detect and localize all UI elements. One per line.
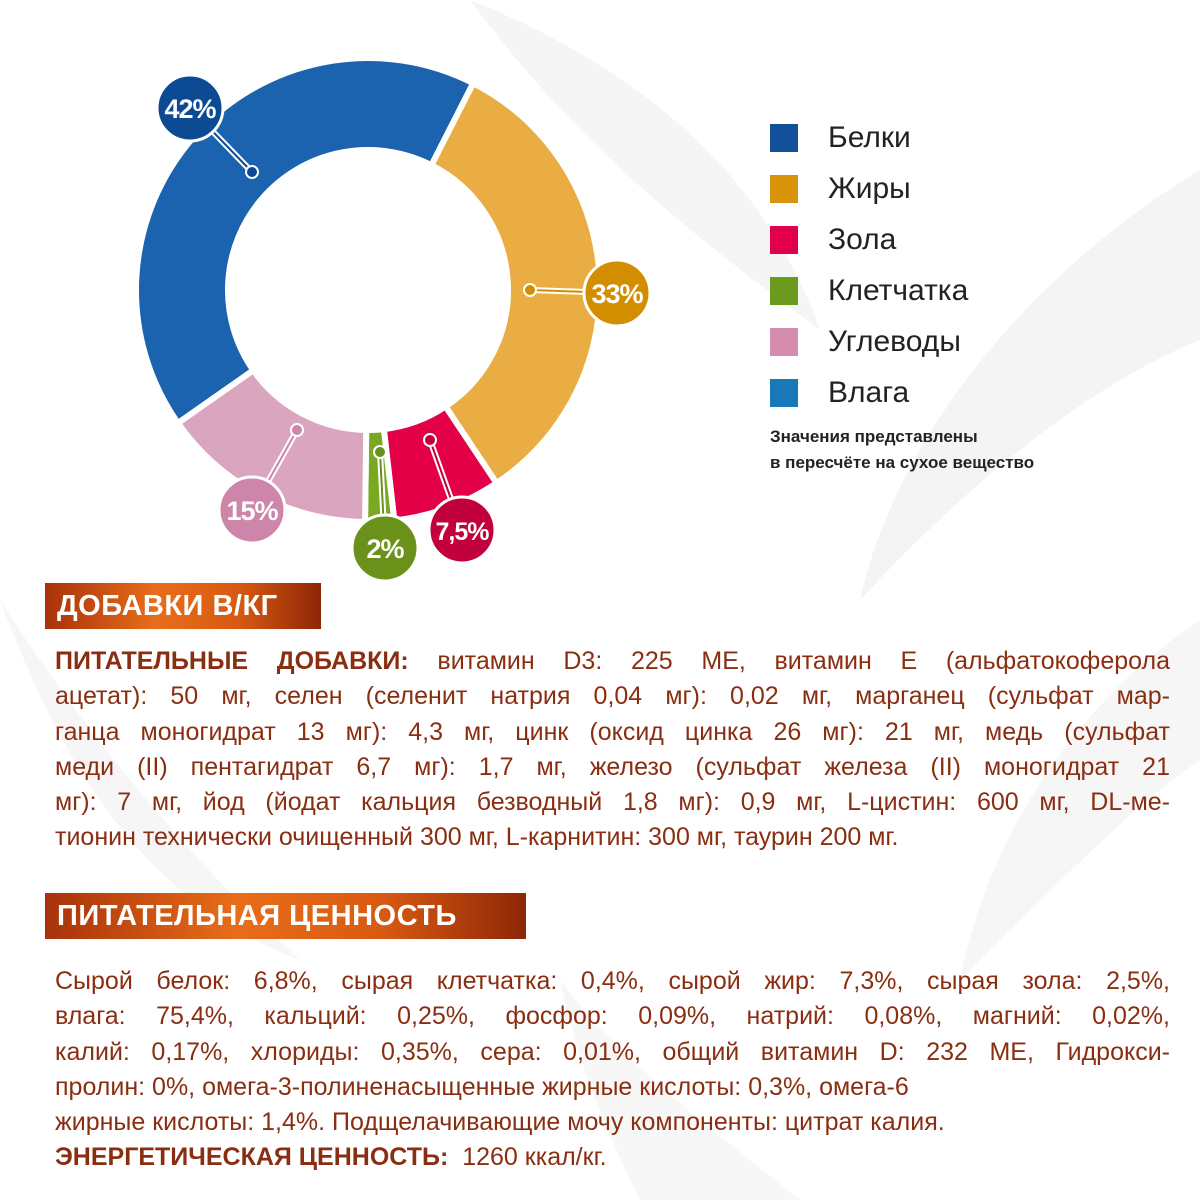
legend-label: Влага xyxy=(828,375,910,409)
legend-label: Углеводы xyxy=(828,324,961,358)
value-label: 15% xyxy=(226,496,278,526)
value-label: 33% xyxy=(591,279,643,309)
energy-line: ЭНЕРГЕТИЧЕСКАЯ ЦЕННОСТЬ: 1260 ккал/кг. xyxy=(55,1140,1170,1175)
line-text: Сырой белок: 6,8%, сырая клетчатка: 0,4%… xyxy=(55,967,1170,995)
text-line: пролин: 0%, омега-3-полиненасыщенные жир… xyxy=(55,1070,1170,1105)
legend-swatch xyxy=(770,225,798,254)
legend-swatch xyxy=(770,378,798,407)
nutrition-header: ПИТАТЕЛЬНАЯ ЦЕННОСТЬ xyxy=(45,893,526,939)
line-text: пролин: 0%, омега-3-полиненасыщенные жир… xyxy=(55,1072,909,1101)
text-line: ПИТАТЕЛЬНЫЕ ДОБАВКИ: витамин D3: 225 МЕ,… xyxy=(55,644,1170,679)
callout-dot xyxy=(245,165,259,179)
legend-label: Жиры xyxy=(828,171,911,205)
line-text: ганца моногидрат 13 мг): 4,3 мг, цинк (о… xyxy=(55,717,1170,746)
value-badge xyxy=(350,513,420,583)
legend-label: Клетчатка xyxy=(828,273,969,307)
line-text: тионин технически очищенный 300 мг, L-ка… xyxy=(55,823,899,852)
value-label: 7,5% xyxy=(436,518,490,546)
value-badge xyxy=(582,258,652,328)
line-text: влага: 75,4%, кальций: 0,25%, фосфор: 0,… xyxy=(55,1002,1170,1031)
donut-chart: 42% 33% 7,5% 2% 15% xyxy=(133,55,652,583)
legend-swatch xyxy=(770,327,798,356)
legend-item: Жиры xyxy=(770,163,968,214)
value-badge xyxy=(427,495,497,565)
additives-header: ДОБАВКИ В/КГ xyxy=(45,583,321,629)
energy-label: ЭНЕРГЕТИЧЕСКАЯ ЦЕННОСТЬ: xyxy=(55,1143,449,1172)
nutrition-text: Сырой белок: 6,8%, сырая клетчатка: 0,4%… xyxy=(55,964,1170,1176)
legend-item: Клетчатка xyxy=(770,265,968,316)
text-line: тионин технически очищенный 300 мг, L-ка… xyxy=(55,820,1170,855)
donut-segment xyxy=(173,366,370,526)
value-label: 2% xyxy=(366,534,404,564)
legend-item: Углеводы xyxy=(770,316,968,367)
energy-value: 1260 ккал/кг. xyxy=(462,1143,607,1172)
text-line: ацетат): 50 мг, селен (селенит натрия 0,… xyxy=(55,679,1170,714)
bold-label: ПИТАТЕЛЬНЫЕ ДОБАВКИ: xyxy=(55,647,409,675)
donut-segment xyxy=(133,55,478,428)
text-line: жирные кислоты: 1,4%. Подщелачивающие мо… xyxy=(55,1105,1170,1140)
callout-dot xyxy=(373,445,387,459)
line-text: витамин D3: 225 МЕ, витамин Е (альфатоко… xyxy=(408,647,1170,675)
line-text: ацетат): 50 мг, селен (селенит натрия 0,… xyxy=(55,682,1170,711)
donut-segment xyxy=(427,79,603,488)
legend-label: Белки xyxy=(828,120,911,154)
text-line: влага: 75,4%, кальций: 0,25%, фосфор: 0,… xyxy=(55,999,1170,1034)
line-text: калий: 0,17%, хлориды: 0,35%, сера: 0,01… xyxy=(55,1037,1170,1066)
text-line: калий: 0,17%, хлориды: 0,35%, сера: 0,01… xyxy=(55,1035,1170,1070)
callout-dot xyxy=(423,433,437,447)
text-line: ганца моногидрат 13 мг): 4,3 мг, цинк (о… xyxy=(55,715,1170,750)
legend-item: Влага xyxy=(770,367,968,418)
callout-dot xyxy=(290,423,304,437)
legend-label: Зола xyxy=(828,222,897,256)
value-badge xyxy=(155,73,225,143)
legend-swatch xyxy=(770,123,798,152)
line-text: меди (II) пентагидрат 6,7 мг): 1,7 мг, ж… xyxy=(55,752,1170,781)
chart-legend: Белки Жиры Зола Клетчатка Углеводы Влага xyxy=(770,112,968,418)
value-badge xyxy=(217,475,287,545)
legend-swatch xyxy=(770,276,798,305)
additives-text: ПИТАТЕЛЬНЫЕ ДОБАВКИ: витамин D3: 225 МЕ,… xyxy=(55,644,1170,856)
value-label: 42% xyxy=(164,94,216,124)
legend-item: Зола xyxy=(770,214,968,265)
line-text: мг): 7 мг, йод (йодат кальция безводный … xyxy=(55,788,1170,817)
text-line: меди (II) пентагидрат 6,7 мг): 1,7 мг, ж… xyxy=(55,750,1170,785)
text-line: мг): 7 мг, йод (йодат кальция безводный … xyxy=(55,785,1170,820)
legend-swatch xyxy=(770,174,798,203)
callout-dot xyxy=(523,283,537,297)
legend-item: Белки xyxy=(770,112,968,163)
note-line: в пересчёте на сухое вещество xyxy=(770,453,1035,472)
note-line: Значения представлены xyxy=(770,427,978,446)
chart-note: Значения представлены в пересчёте на сух… xyxy=(770,424,1034,476)
text-line: Сырой белок: 6,8%, сырая клетчатка: 0,4%… xyxy=(55,964,1170,999)
line-text: жирные кислоты: 1,4%. Подщелачивающие мо… xyxy=(55,1108,945,1137)
